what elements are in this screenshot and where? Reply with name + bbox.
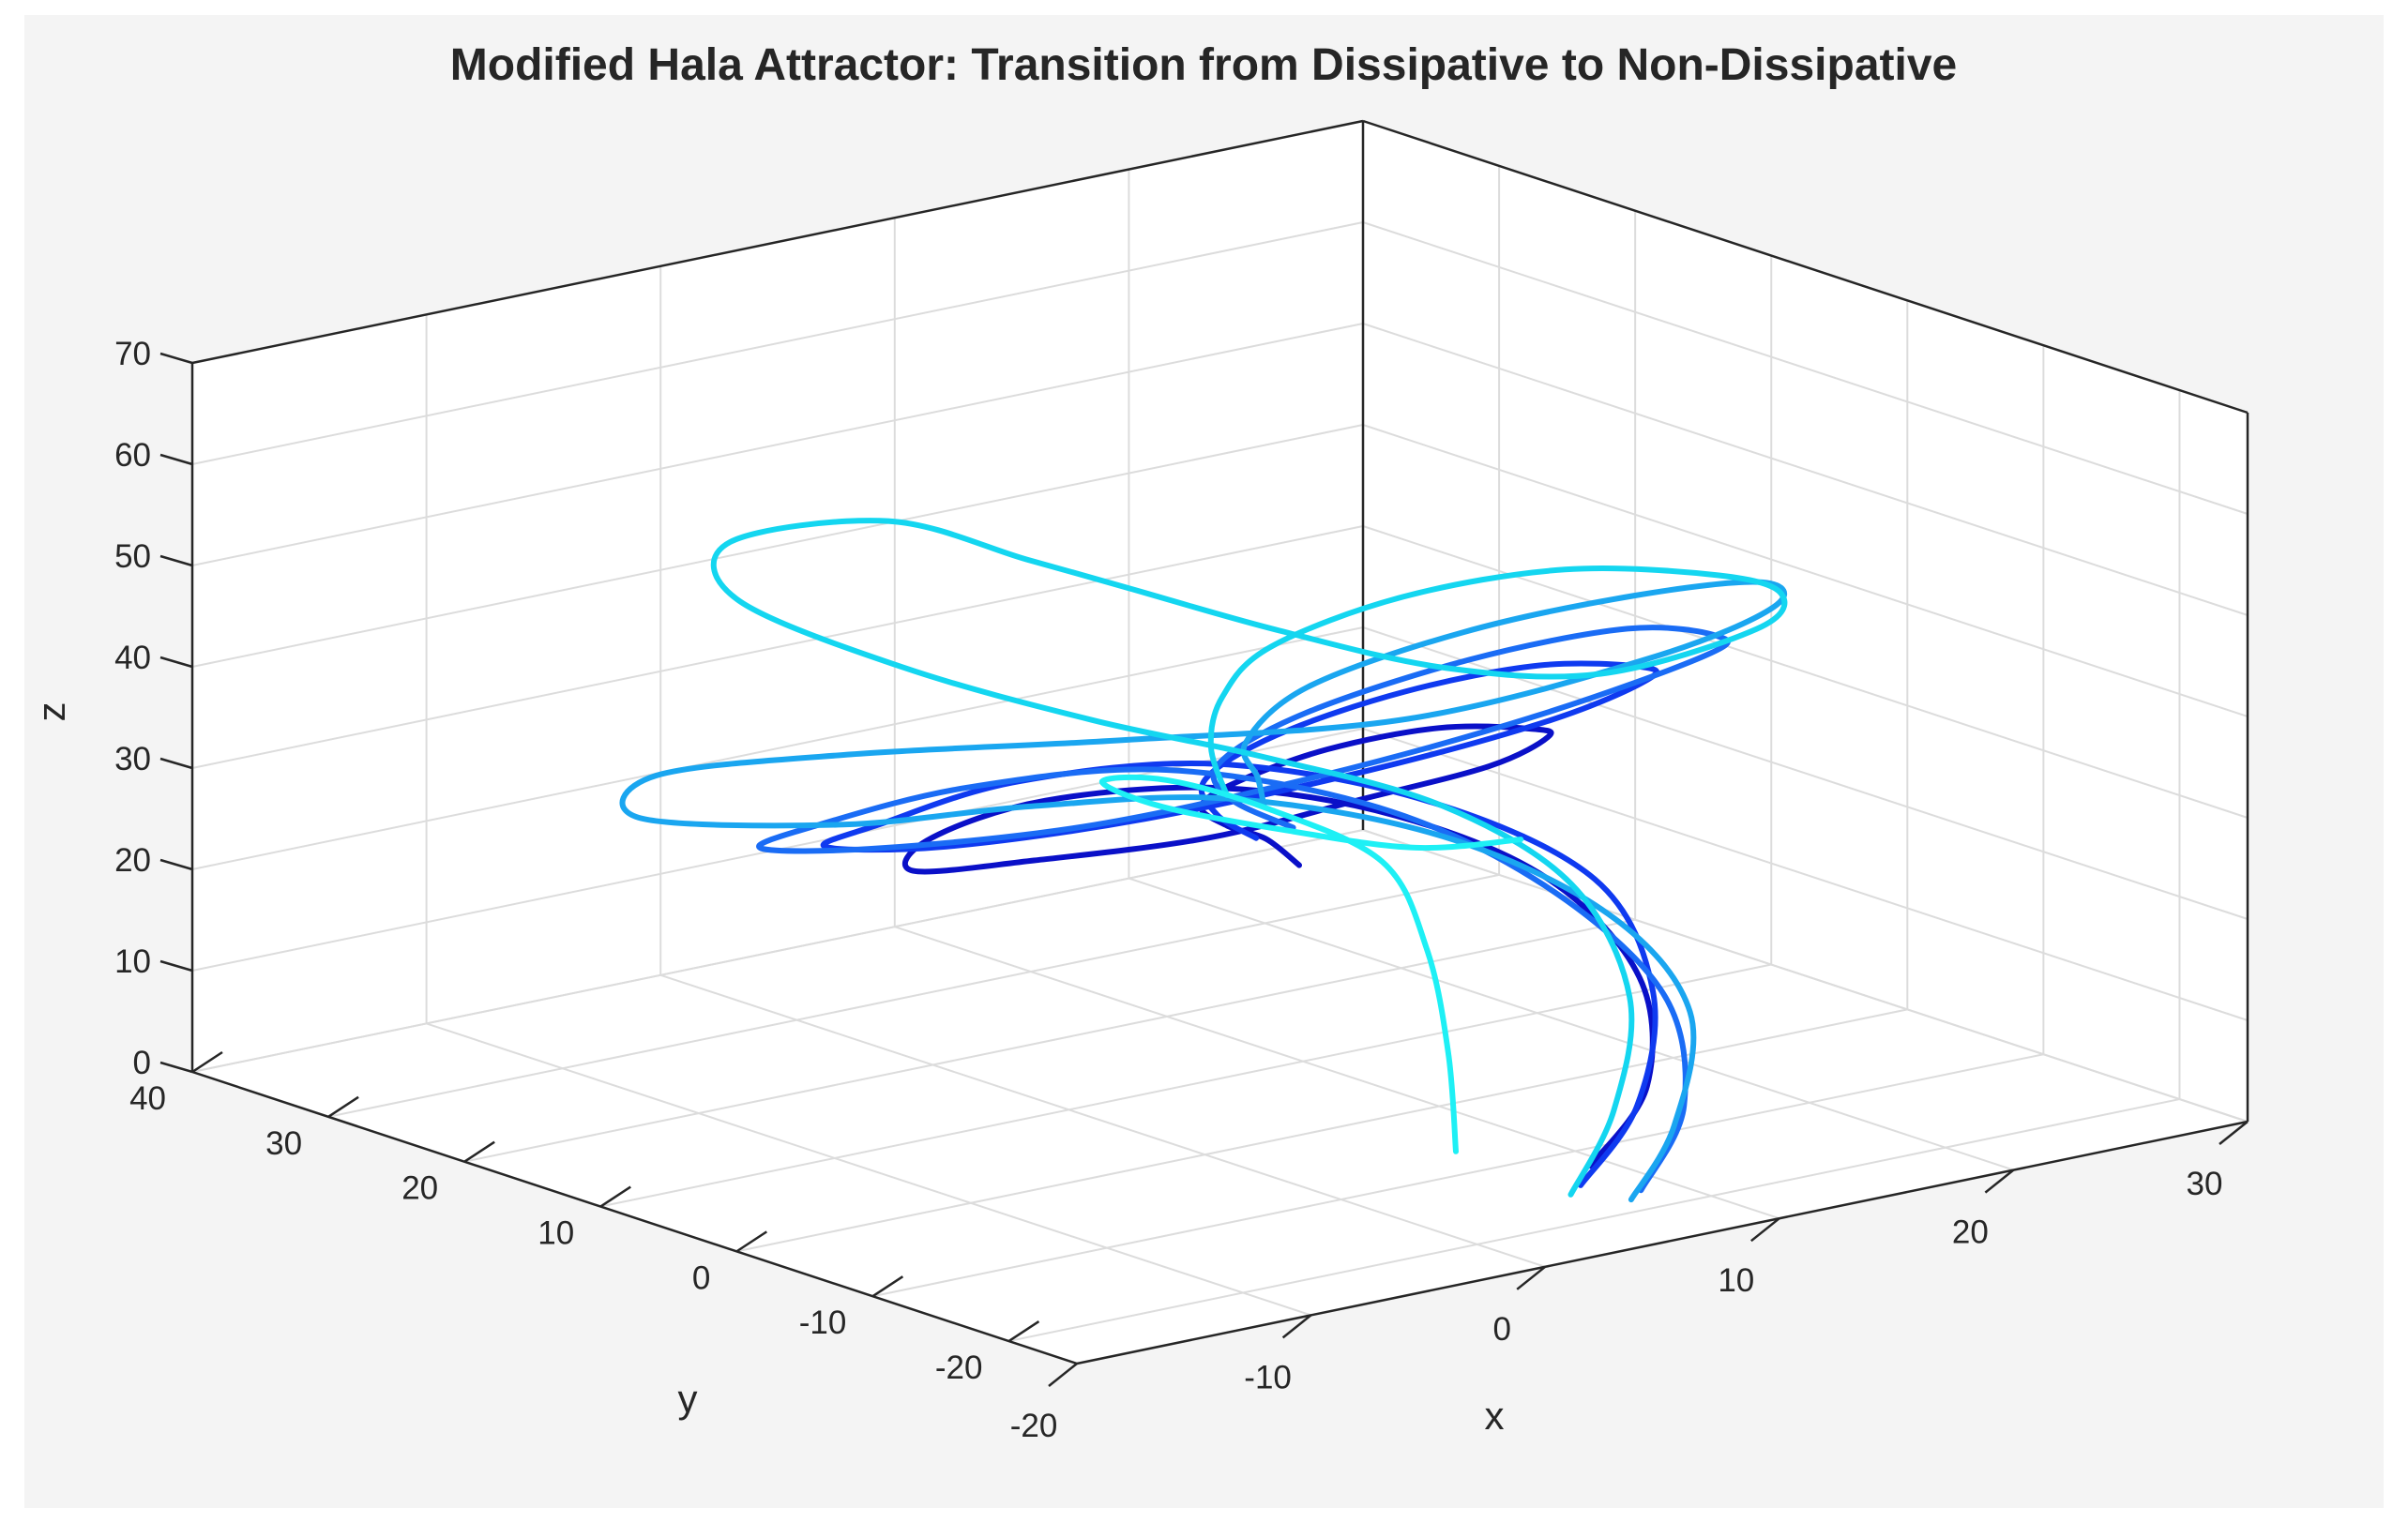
grid-line-z-wall-x (1362, 728, 2249, 1021)
z-tick-label: 40 (114, 640, 151, 676)
axis-panes (192, 121, 2248, 1364)
y-tick-label: 40 (129, 1080, 166, 1117)
z-tick-mark (159, 352, 193, 365)
z-tick-mark (159, 858, 193, 871)
x-tick-mark (2219, 1121, 2249, 1145)
grid-line-z-wall-x (1362, 221, 2249, 515)
grid-line-z-wall-x (1362, 829, 2249, 1123)
box-edges (190, 119, 2249, 1365)
z-tick-mark (159, 757, 193, 770)
y-tick-mark (1007, 1320, 1040, 1343)
x-tick-label: 10 (1718, 1262, 1754, 1299)
grid-line-x-floor (1128, 877, 2014, 1171)
chart-title: Modified Hala Attractor: Transition from… (450, 40, 1957, 90)
grid-line-z-wall-y (191, 323, 1364, 566)
tick-marks (159, 352, 2249, 1387)
x-axis-line (1076, 1120, 2249, 1365)
grid-line-x-floor (894, 926, 1780, 1220)
x-tick-mark (1984, 1169, 2015, 1194)
grid-line-z-wall-y (191, 829, 1364, 1073)
grid-line-z-wall-x (1362, 323, 2249, 616)
chart-3d-plot: -20-100102030-20-10010203040010203040506… (29, 40, 2249, 1444)
grid-line-y-floor (872, 1053, 2044, 1298)
x-tick-mark (1048, 1363, 1078, 1387)
box-edge-top-y (191, 119, 1364, 365)
grid-line-y-floor (600, 963, 1772, 1208)
z-tick-label: 10 (114, 943, 151, 980)
z-tick-label: 20 (114, 842, 151, 879)
z-tick-mark (159, 656, 193, 669)
x-tick-mark (1516, 1265, 1546, 1290)
z-tick-mark (159, 1061, 193, 1074)
tick-labels: -20-100102030-20-10010203040010203040506… (114, 336, 2222, 1444)
grid-line-z-wall-y (191, 424, 1364, 668)
grid-line-z-wall-x (1362, 424, 2249, 717)
grid-line-x-floor (426, 1022, 1311, 1317)
box-edge-top-x (1362, 119, 2249, 415)
grid-line-y-floor (463, 918, 1636, 1163)
z-tick-mark (159, 453, 193, 466)
y-tick-mark (599, 1185, 631, 1208)
x-tick-mark (1281, 1314, 1312, 1339)
grid-line-y-floor (1008, 1098, 2180, 1343)
y-tick-mark (463, 1140, 495, 1163)
trajectory-series-2 (820, 660, 1660, 1188)
z-tick-label: 60 (114, 437, 151, 474)
trajectory-series-5 (710, 518, 1788, 1198)
figure: -20 -10 0 10 20 30 -20 -10 0 10 20 30 40 0 10 20 30 40 50 6… (24, 15, 2384, 1508)
y-tick-label: 10 (538, 1215, 574, 1252)
y-tick-mark (735, 1230, 767, 1253)
x-axis-label: x (1485, 1394, 1505, 1438)
y-tick-mark (327, 1095, 359, 1118)
z-tick-mark (159, 554, 193, 567)
x-tick-label: 0 (1492, 1311, 1510, 1348)
floor-pane (192, 830, 2248, 1364)
grid-line-z-wall-y (191, 221, 1364, 465)
z-tick-label: 70 (114, 336, 151, 372)
x-tick-label: 30 (2187, 1166, 2223, 1202)
trajectory-series-6 (1098, 774, 1524, 1154)
y-tick-label: 20 (401, 1170, 438, 1207)
y-axis-label: y (678, 1377, 698, 1421)
y-axis-line (191, 1070, 1078, 1365)
y-tick-label: 0 (692, 1259, 710, 1296)
grid-line-z-wall-y (191, 626, 1364, 870)
grid-line-z-wall-y (191, 525, 1364, 769)
grid-line-y-floor (736, 1008, 1908, 1253)
z-tick-label: 0 (133, 1045, 151, 1081)
y-tick-mark (191, 1050, 223, 1074)
z-tick-mark (159, 959, 193, 973)
grid-line-x-floor (659, 973, 1546, 1268)
z-axis-label: z (29, 702, 73, 722)
grid-line-y-floor (327, 873, 1500, 1118)
x-tick-mark (1750, 1217, 1780, 1243)
y-tick-label: -10 (799, 1304, 847, 1341)
x-tick-label: -10 (1244, 1359, 1292, 1395)
trajectory-series-4 (619, 579, 1788, 1203)
x-tick-label: -20 (1010, 1408, 1058, 1444)
z-tick-label: 30 (114, 741, 151, 777)
attractor-trajectories (619, 518, 1788, 1203)
y-tick-label: 30 (265, 1125, 302, 1162)
z-tick-label: 50 (114, 538, 151, 575)
y-tick-label: -20 (935, 1350, 983, 1386)
y-tick-mark (871, 1275, 904, 1298)
x-tick-label: 20 (1952, 1214, 1989, 1251)
